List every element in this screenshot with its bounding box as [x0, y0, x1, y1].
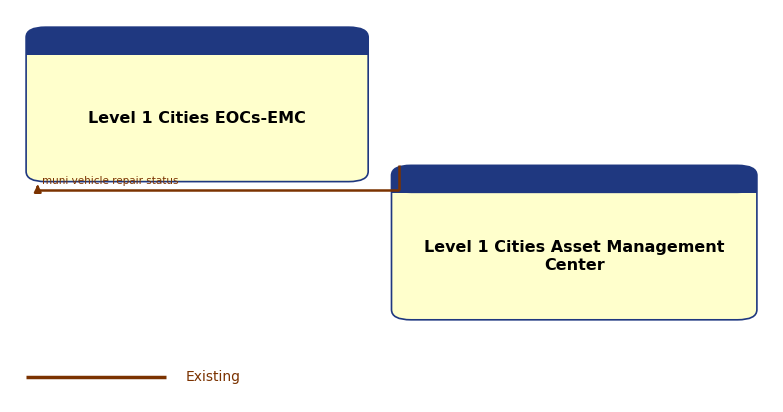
Text: Level 1 Cities Asset Management
Center: Level 1 Cities Asset Management Center — [424, 240, 724, 273]
Text: Existing: Existing — [186, 370, 240, 384]
FancyBboxPatch shape — [26, 27, 368, 182]
Bar — [26, 40, 368, 55]
Text: Level 1 Cities EOCs-EMC: Level 1 Cities EOCs-EMC — [88, 111, 306, 126]
FancyBboxPatch shape — [392, 165, 757, 320]
Bar — [392, 178, 757, 193]
FancyBboxPatch shape — [392, 165, 757, 193]
Text: muni vehicle repair status: muni vehicle repair status — [41, 176, 179, 187]
FancyBboxPatch shape — [26, 27, 368, 55]
